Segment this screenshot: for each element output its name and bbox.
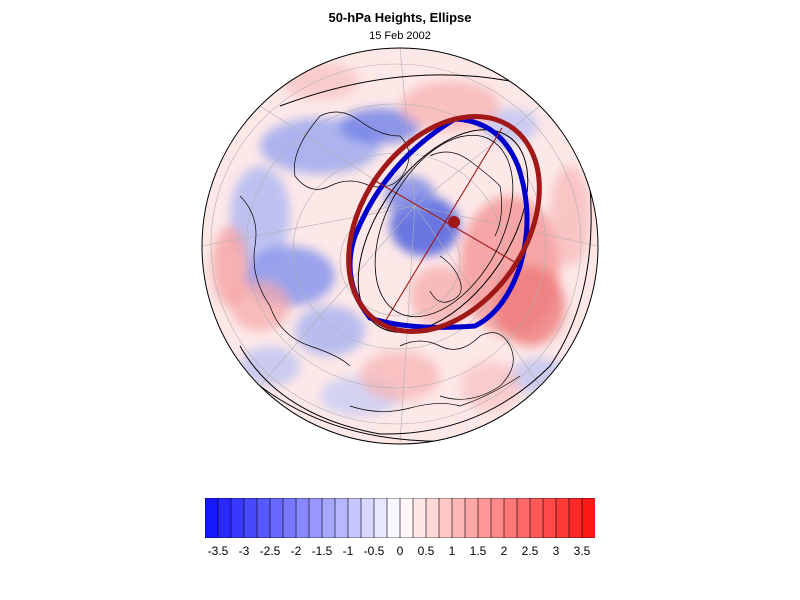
colorbar-bin	[243, 498, 258, 538]
colorbar-tick-label: 2.5	[521, 544, 539, 558]
colorbar-bin	[373, 498, 388, 538]
vortex-edge	[347, 116, 530, 330]
anomaly-field	[202, 48, 598, 444]
colorbar-bin	[516, 498, 531, 538]
polar-map	[201, 47, 599, 445]
colorbar-bin	[321, 498, 336, 538]
colorbar-bin	[230, 498, 245, 538]
colorbar-tick-label: 3	[552, 544, 560, 558]
colorbar-tick-label: 0.5	[417, 544, 435, 558]
colorbar-bin	[490, 498, 505, 538]
colorbar-bin	[295, 498, 310, 538]
colorbar-bin	[438, 498, 453, 538]
colorbar-bin	[347, 498, 362, 538]
chart-date: 15 Feb 2002	[369, 30, 431, 42]
colorbar-bin	[568, 498, 583, 538]
colorbar-tick-label: 0	[396, 544, 404, 558]
colorbar-bin	[451, 498, 466, 538]
fitted-ellipse	[346, 114, 542, 334]
colorbar-tick-label: -2.5	[259, 544, 281, 558]
colorbar-tick-label: -3.5	[207, 544, 229, 558]
colorbar-tick-label: 1.5	[469, 544, 487, 558]
colorbar-bin	[282, 498, 297, 538]
colorbar-tick-label: -0.5	[363, 544, 385, 558]
map-border	[201, 47, 599, 445]
colorbar-bin	[555, 498, 570, 538]
colorbar-bin	[205, 498, 219, 538]
colorbar-tick-label: -2	[290, 544, 302, 558]
colorbar-bin	[581, 498, 595, 538]
colorbar-bin	[256, 498, 271, 538]
colorbar-tick-label: -3	[238, 544, 250, 558]
colorbar-tick-label: -1.5	[311, 544, 333, 558]
colorbar-bin	[308, 498, 323, 538]
colorbar-bin	[360, 498, 375, 538]
colorbar-tick-label: 1	[448, 544, 456, 558]
colorbar-bin	[477, 498, 492, 538]
colorbar-bin	[399, 498, 414, 538]
colorbar-bin	[425, 498, 440, 538]
ellipse-center	[448, 216, 460, 228]
colorbar	[205, 498, 595, 538]
colorbar-labels: -3.5 -3 -2.5 -2 -1.5 -1 -0.5 0 0.5 1 1.5 2 2.5 3 3.5	[205, 544, 595, 560]
colorbar-tick-label: 3.5	[573, 544, 591, 558]
colorbar-bin	[386, 498, 401, 538]
colorbar-bin	[269, 498, 284, 538]
chart-title: 50-hPa Heights, Ellipse	[328, 10, 472, 25]
coastlines	[239, 111, 521, 412]
colorbar-bin	[503, 498, 518, 538]
colorbar-tick-label: 2	[500, 544, 508, 558]
colorbar-bin	[542, 498, 557, 538]
colorbar-bin	[412, 498, 427, 538]
colorbar-bin	[529, 498, 544, 538]
colorbar-bin	[334, 498, 349, 538]
colorbar-bin	[217, 498, 232, 538]
inner-contour	[374, 134, 514, 318]
colorbar-tick-label: -1	[342, 544, 354, 558]
colorbar-bin	[464, 498, 479, 538]
